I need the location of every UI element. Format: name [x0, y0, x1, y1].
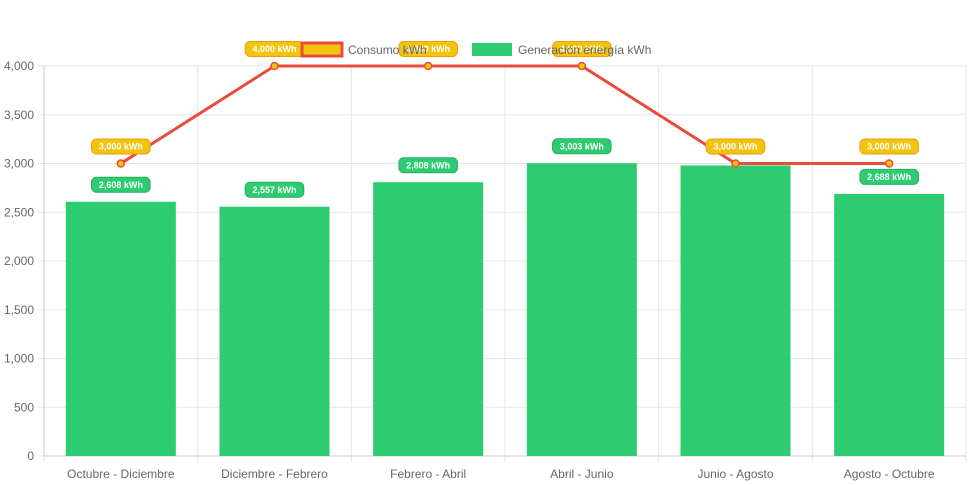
bar-data-label: 2,688 kWh: [859, 168, 919, 185]
line-data-label: 3,000 kWh: [91, 138, 151, 155]
bar: [526, 163, 637, 456]
legend-label-generacion: Generación energía kWh: [518, 43, 651, 57]
y-tick-label: 500: [14, 400, 34, 414]
bar-data-label-bg: [552, 138, 612, 155]
bar: [373, 182, 484, 456]
bar-data-label-text: 2,557 kWh: [252, 185, 296, 195]
bar: [680, 165, 791, 456]
line-data-label-text: 4,000 kWh: [406, 44, 450, 54]
bar-data-label-text: 2,608 kWh: [99, 180, 143, 190]
y-tick-label: 1,500: [4, 303, 34, 317]
line-data-label-bg: [859, 138, 919, 155]
y-tick-label: 4,000: [4, 59, 34, 73]
line-data-label: 4,000 kWh: [398, 41, 458, 57]
x-tick-label: Diciembre - Febrero: [221, 467, 328, 481]
line-point: [270, 61, 279, 71]
bar-data-label-text: 3,003 kWh: [560, 141, 604, 151]
bar: [834, 193, 945, 457]
line-data-label-bg: [398, 41, 458, 57]
bar-data-label-text: 2,688 kWh: [867, 172, 911, 182]
line-series: [116, 61, 894, 168]
line-point: [577, 61, 587, 71]
x-tick-label: Junio - Agosto: [697, 467, 773, 481]
line-point: [116, 159, 126, 168]
line-data-label-bg: [91, 138, 151, 155]
line-path: [120, 64, 890, 165]
line-data-label: 3,000 kWh: [859, 138, 919, 155]
y-tick-label: 2,000: [4, 254, 34, 268]
bar-data-label-text: 2,808 kWh: [406, 160, 450, 170]
line-data-label-bg: [705, 138, 766, 155]
legend[interactable]: Consumo kWh Generación energía kWh: [300, 41, 651, 58]
y-tick-label: 2,500: [4, 205, 34, 219]
x-tick-label: Octubre - Diciembre: [67, 467, 175, 481]
bar-data-label: 2,808 kWh: [398, 157, 458, 174]
y-tick-label: 3,500: [4, 108, 34, 122]
y-tick-label: 0: [27, 449, 34, 463]
line-data-label: 4,000 kWh: [244, 41, 305, 57]
line-data-label: 4,000 kWh: [552, 41, 612, 57]
legend-swatch-generacion: [472, 43, 512, 56]
bar-data-label-bg: [91, 176, 151, 193]
x-tick-label: Abril - Junio: [550, 467, 614, 481]
bar-data-label-bg: [859, 168, 919, 185]
y-tick-label: 3,000: [4, 157, 34, 171]
line-data-labels: 3,000 kWh 4,000 kWh 4,000 kWh 4,000 kWh 3,00…: [91, 41, 919, 155]
line-data-label: 3,000 kWh: [705, 138, 766, 155]
line-data-label-text: 4,000 kWh: [560, 44, 604, 54]
legend-label-consumo: Consumo kWh: [348, 43, 427, 57]
legend-item-generacion[interactable]: Generación energía kWh: [472, 43, 651, 57]
bar: [219, 206, 330, 456]
y-tick-label: 1,000: [4, 352, 34, 366]
bar-data-label: 2,557 kWh: [244, 181, 305, 198]
bar: [65, 201, 176, 456]
bar-data-labels: 2,608 kWh 2,557 kWh 2,808 kWh 3,003 kWh 2,68…: [91, 138, 919, 198]
line-data-label-text: 3,000 kWh: [99, 142, 143, 152]
line-data-label-text: 3,000 kWh: [713, 142, 757, 152]
legend-swatch-consumo: [300, 41, 344, 58]
legend-item-consumo[interactable]: Consumo kWh: [300, 41, 427, 58]
line-data-label-text: 4,000 kWh: [252, 44, 296, 54]
line-point: [731, 159, 740, 168]
line-data-label-bg: [552, 41, 612, 57]
x-tick-label: Febrero - Abril: [390, 467, 466, 481]
bar-data-label: 2,608 kWh: [91, 176, 151, 193]
line-data-label-text: 3,000 kWh: [867, 142, 911, 152]
line-point: [884, 159, 894, 168]
grid-lines: [38, 65, 967, 462]
bar-data-label-bg: [398, 157, 458, 174]
x-tick-label: Agosto - Octubre: [844, 467, 935, 481]
bar-data-label: 3,003 kWh: [552, 138, 612, 155]
axes: 0 500 1,000 1,500 2,000 2,500 3,000 3,500 4,000 O…: [4, 59, 966, 481]
line-point: [423, 61, 433, 71]
bar-data-label-bg: [244, 181, 305, 198]
bar-series: [65, 163, 945, 457]
